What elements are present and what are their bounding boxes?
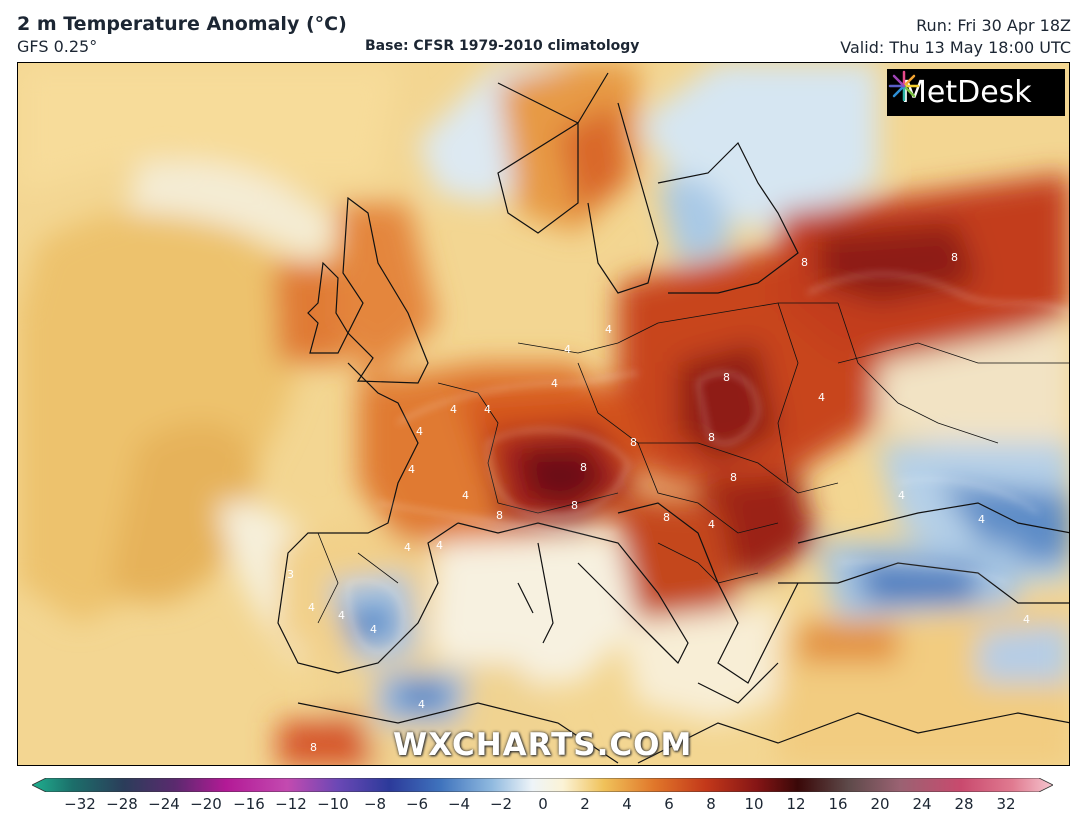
colorbar-tick: 8 — [706, 795, 716, 813]
contour-label: 4 — [404, 541, 411, 554]
contour-label: 4 — [416, 425, 423, 438]
contour-label: 8 — [630, 436, 637, 449]
colorbar-tick: −20 — [190, 795, 222, 813]
contour-label: 8 — [723, 371, 730, 384]
contour-label: 4 — [708, 518, 715, 531]
contour-label: 8 — [730, 471, 737, 484]
colorbar-tick: 32 — [996, 795, 1016, 813]
contour-label: 8 — [571, 499, 578, 512]
contour-label: 4 — [605, 323, 612, 336]
colorbar-tick: −4 — [447, 795, 471, 813]
contour-label: 4 — [308, 601, 315, 614]
contour-label: 4 — [551, 377, 558, 390]
colorbar-tick: 28 — [954, 795, 974, 813]
colorbar-tick: −6 — [405, 795, 429, 813]
contour-label: 8 — [580, 461, 587, 474]
contour-label: 3 — [287, 568, 294, 581]
contour-value-labels: 8 8 8 8 8 8 8 8 8 8 8 4 4 4 4 4 4 4 4 4 … — [287, 251, 1030, 754]
contour-label: 4 — [462, 489, 469, 502]
colorbar-tick: −2 — [489, 795, 513, 813]
contour-label: 8 — [801, 256, 808, 269]
colorbar-tick: −24 — [148, 795, 180, 813]
contour-label: 8 — [310, 741, 317, 754]
contour-label: 4 — [564, 343, 571, 356]
colorbar-gradient — [31, 777, 1054, 793]
contour-lines — [347, 273, 1069, 653]
colorbar — [31, 777, 1054, 793]
contour-label: 4 — [450, 403, 457, 416]
contour-label: 4 — [408, 463, 415, 476]
temperature-anomaly-map[interactable]: 8 8 8 8 8 8 8 8 8 8 8 4 4 4 4 4 4 4 4 4 … — [17, 62, 1070, 766]
climatology-base-label: Base: CFSR 1979-2010 climatology — [365, 38, 640, 54]
colorbar-tick: 6 — [664, 795, 674, 813]
run-time-label: Run: Fri 30 Apr 18Z — [916, 16, 1071, 35]
wxcharts-watermark: WXCHARTS.COM — [393, 727, 693, 763]
colorbar-tick: −8 — [363, 795, 387, 813]
valid-time-label: Valid: Thu 13 May 18:00 UTC — [840, 38, 1071, 57]
contour-label: 4 — [484, 403, 491, 416]
colorbar-tick: 4 — [622, 795, 632, 813]
contour-label: 4 — [418, 698, 425, 711]
colorbar-tick: 24 — [912, 795, 932, 813]
contour-label: 4 — [898, 489, 905, 502]
contour-label: 4 — [978, 513, 985, 526]
colorbar-tick: −12 — [275, 795, 307, 813]
contour-label: 4 — [1023, 613, 1030, 626]
colorbar-tick-labels: −32 −28 −24 −20 −16 −12 −10 −8 −6 −4 −2 … — [0, 795, 1088, 819]
contour-label: 4 — [338, 609, 345, 622]
contour-label: 8 — [951, 251, 958, 264]
colorbar-tick: −10 — [317, 795, 349, 813]
contour-label: 8 — [496, 509, 503, 522]
colorbar-tick: 20 — [870, 795, 890, 813]
contour-label: 4 — [370, 623, 377, 636]
colorbar-tick: 2 — [580, 795, 590, 813]
anomaly-shading — [18, 63, 1069, 765]
map-title: 2 m Temperature Anomaly (°C) — [17, 13, 347, 35]
contour-label: 4 — [436, 539, 443, 552]
colorbar-tick: −28 — [106, 795, 138, 813]
model-label: GFS 0.25° — [17, 37, 98, 56]
contour-label: 8 — [708, 431, 715, 444]
colorbar-tick: 10 — [744, 795, 764, 813]
country-borders — [317, 302, 1069, 624]
colorbar-tick: −32 — [64, 795, 96, 813]
metdesk-burst-icon — [888, 70, 920, 102]
contour-label: 8 — [663, 511, 670, 524]
contour-label: 4 — [818, 391, 825, 404]
colorbar-tick: 12 — [786, 795, 806, 813]
logo-text: MetDesk — [901, 75, 1032, 110]
colorbar-tick: −16 — [233, 795, 265, 813]
colorbar-tick: 16 — [828, 795, 848, 813]
coastlines — [277, 72, 1069, 764]
anomaly-field: 8 8 8 8 8 8 8 8 8 8 8 4 4 4 4 4 4 4 4 4 … — [18, 63, 1069, 765]
metdesk-logo: MetDesk — [887, 69, 1065, 116]
colorbar-tick: 0 — [538, 795, 548, 813]
